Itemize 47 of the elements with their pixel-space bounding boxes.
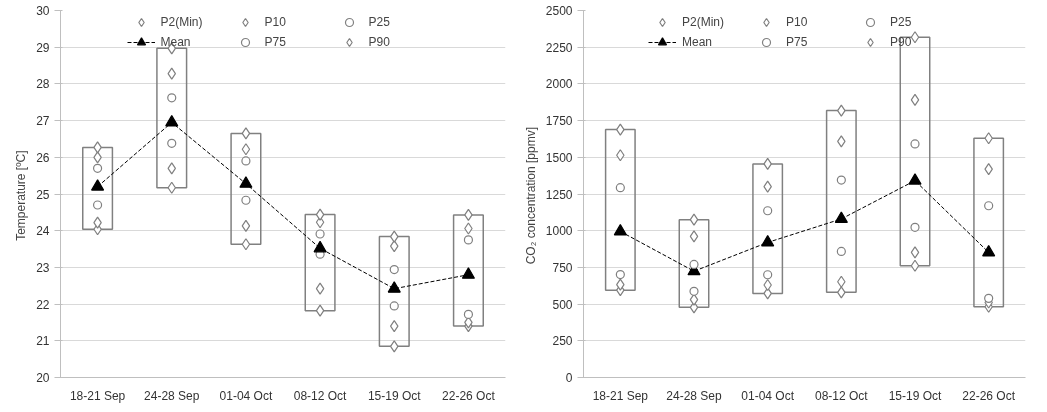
y-tick-label: 2500 [545,4,573,18]
y-tick-label: 0 [565,371,573,385]
legend-label: P10 [786,14,809,31]
y-tick-label: 22 [36,297,50,312]
y-tick-label: 28 [36,77,50,92]
y-tick-label: 26 [36,150,50,165]
y-tick-label: 29 [36,40,50,55]
y-tick-label: 2250 [545,40,573,55]
y-tick-label: 1250 [545,187,573,202]
y-tick-label: 750 [552,260,573,275]
y-axis-title: Temperature [ºC] [14,150,29,241]
legend-label: P2(Min) [682,14,725,31]
x-tick-label: 18-21 Sep [69,388,126,403]
y-tick-label: 21 [36,334,50,349]
x-tick-label: 15-19 Oct [888,388,943,403]
legend-label: P90 [368,34,391,51]
x-tick-label: 01-04 Oct [741,388,795,403]
y-tick-label: 23 [36,260,50,275]
x-tick-label: 22-26 Oct [962,388,1016,403]
x-tick-label: 08-12 Oct [293,388,348,403]
y-axis-title: CO₂ concentration [ppmv] [523,126,538,265]
y-tick-label: 250 [552,334,573,349]
legend-label: P75 [264,34,287,51]
y-tick-label: 1750 [545,114,573,129]
legend-label: P2(Min) [160,14,204,31]
y-tick-label: 2000 [545,77,573,92]
legend-label: Mean [160,34,192,51]
legend-label: P25 [368,14,391,31]
x-tick-label: 15-19 Oct [367,388,422,403]
x-tick-label: 24-28 Sep [666,388,723,403]
y-tick-label: 30 [36,4,50,18]
x-tick-label: 08-12 Oct [814,388,869,403]
y-tick-label: 1000 [545,224,573,239]
legend-label: P10 [264,14,287,31]
x-tick-label: 01-04 Oct [219,388,273,403]
y-tick-label: 25 [36,187,50,202]
legend-label: Mean [682,34,714,51]
x-tick-label: 18-21 Sep [592,388,649,403]
y-tick-label: 27 [36,114,50,129]
legend-label: P75 [786,34,809,51]
legend-label: P25 [890,14,913,31]
x-tick-label: 24-28 Sep [144,388,200,403]
y-tick-label: 1500 [545,150,573,165]
y-tick-label: 500 [552,297,573,312]
y-tick-label: 24 [36,224,50,239]
x-tick-label: 22-26 Oct [442,388,496,403]
y-tick-label: 20 [36,371,50,385]
